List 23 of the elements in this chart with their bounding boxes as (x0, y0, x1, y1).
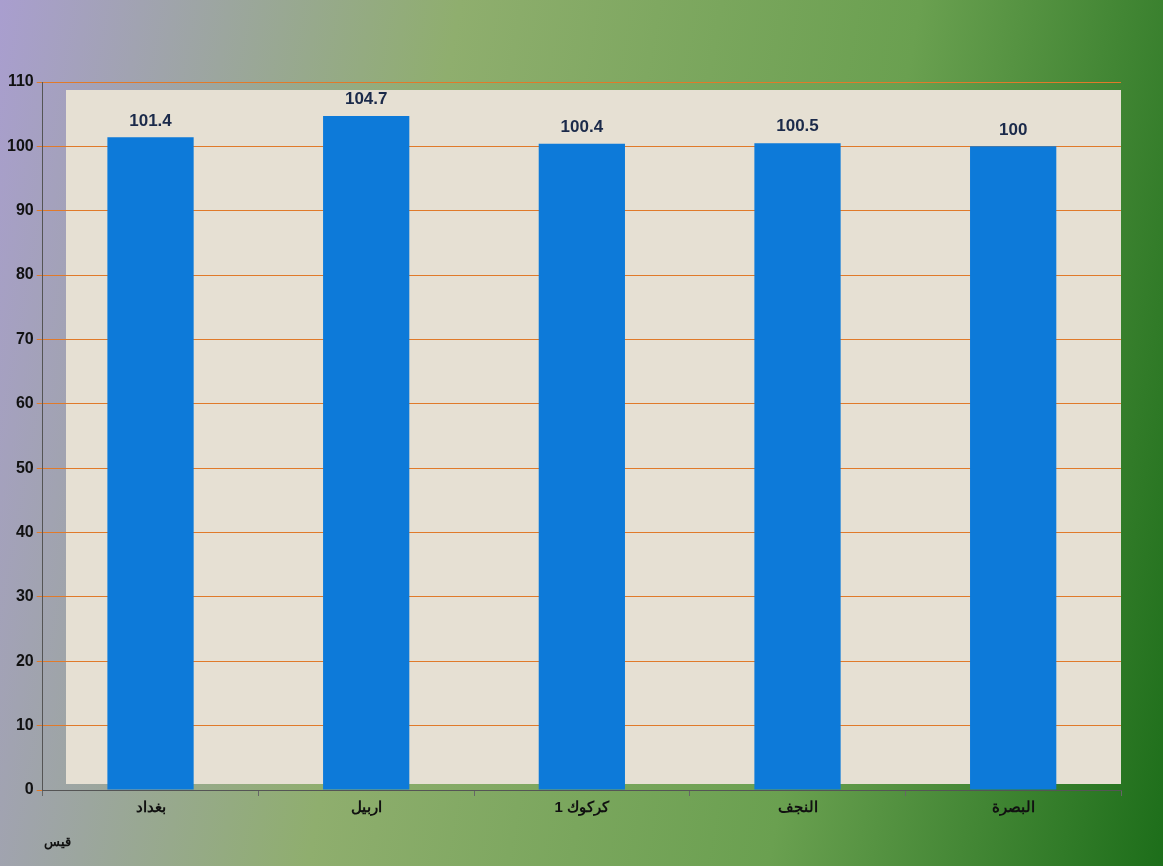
y-tick-label: 80 (15, 265, 34, 283)
y-tick-label: 30 (15, 587, 34, 605)
data-label: 100.5 (776, 116, 819, 136)
y-tick-label: 60 (15, 394, 34, 412)
y-tick-label: 20 (15, 651, 34, 669)
y-tick-label: 40 (15, 522, 34, 540)
data-label: 100 (998, 119, 1028, 139)
x-tick-label: اربيل (350, 798, 382, 817)
data-label: 104.7 (344, 89, 388, 109)
data-label: 100.4 (560, 116, 604, 136)
text: قيس (44, 834, 71, 849)
x-tick-label: بغداد (135, 798, 166, 816)
y-tick-label: 110 (7, 72, 34, 90)
data-label: 101.4 (129, 110, 173, 130)
y-tick-label: 70 (15, 329, 34, 347)
x-tick-label: النجف (777, 798, 818, 816)
y-tick-label: 100 (6, 136, 34, 154)
x-tick-label: البصرة (991, 798, 1035, 817)
y-tick-label: 50 (15, 458, 34, 476)
y-tick-label: 10 (15, 716, 34, 734)
y-tick-label: 0 (24, 780, 34, 798)
y-tick-label: 90 (15, 201, 34, 219)
x-tick-label: كركوك 1 (554, 798, 611, 817)
